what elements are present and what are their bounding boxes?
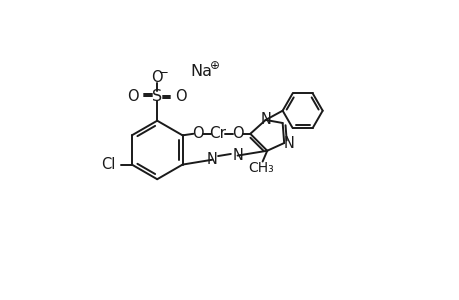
Text: ⊕: ⊕ (210, 59, 219, 72)
Text: Na: Na (190, 64, 213, 79)
Text: Cr: Cr (209, 126, 226, 141)
Text: N: N (283, 136, 294, 151)
Text: S: S (152, 88, 162, 104)
Text: −: − (159, 66, 169, 79)
Text: O: O (151, 70, 162, 85)
Text: N: N (206, 152, 217, 167)
Text: O: O (127, 88, 139, 104)
Text: O: O (192, 126, 203, 141)
Text: N: N (260, 112, 270, 128)
Text: CH₃: CH₃ (248, 161, 274, 175)
Text: Cl: Cl (101, 157, 116, 172)
Text: N: N (232, 148, 242, 163)
Text: O: O (232, 126, 243, 141)
Text: O: O (175, 88, 186, 104)
